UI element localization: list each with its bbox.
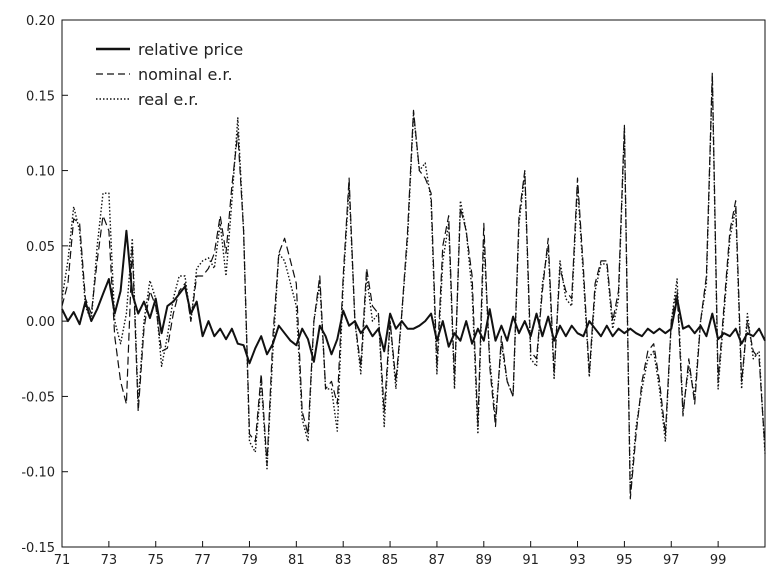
- x-tick-label: 87: [429, 553, 446, 566]
- x-tick-label: 81: [288, 553, 305, 566]
- y-axis: 0.20 0.15 0.10 0.05 0.00 -0.05 -0.10 -0.15: [21, 14, 68, 556]
- x-tick-label: 77: [194, 553, 211, 566]
- y-tick-label: -0.05: [21, 390, 55, 405]
- x-axis: 71 73 75 77 79 81 83 85 87 89 91 93 95 97 99: [54, 541, 727, 566]
- y-tick-label: -0.10: [21, 466, 55, 481]
- x-tick-label: 79: [241, 553, 258, 566]
- y-tick-label: -0.15: [21, 541, 55, 556]
- x-tick-label: 95: [616, 553, 633, 566]
- x-tick-label: 89: [476, 553, 493, 566]
- legend-label-nominal-er: nominal e.r.: [138, 65, 233, 84]
- x-tick-label: 83: [335, 553, 352, 566]
- series-line-nominal-e-r: [61, 72, 766, 500]
- y-tick-label: 0.20: [26, 14, 55, 29]
- y-tick-label: 0.15: [26, 89, 55, 104]
- x-tick-label: 75: [147, 553, 164, 566]
- plot-frame: [61, 19, 766, 548]
- series-line-real-e-r: [61, 74, 766, 495]
- x-tick-label: 71: [54, 553, 71, 566]
- y-tick-label: 0.05: [26, 240, 55, 255]
- x-tick-label: 97: [663, 553, 680, 566]
- x-tick-label: 99: [710, 553, 727, 566]
- legend: relative price nominal e.r. real e.r.: [96, 40, 243, 109]
- x-tick-label: 73: [101, 553, 118, 566]
- x-tick-label: 91: [522, 553, 539, 566]
- y-tick-label: 0.00: [26, 315, 55, 330]
- legend-label-real-er: real e.r.: [138, 90, 199, 109]
- series-line-relative-price: [61, 229, 766, 365]
- x-tick-label: 93: [569, 553, 586, 566]
- series-layer: [61, 72, 766, 500]
- legend-label-relative-price: relative price: [138, 40, 243, 59]
- x-tick-label: 85: [382, 553, 399, 566]
- y-tick-label: 0.10: [26, 165, 55, 180]
